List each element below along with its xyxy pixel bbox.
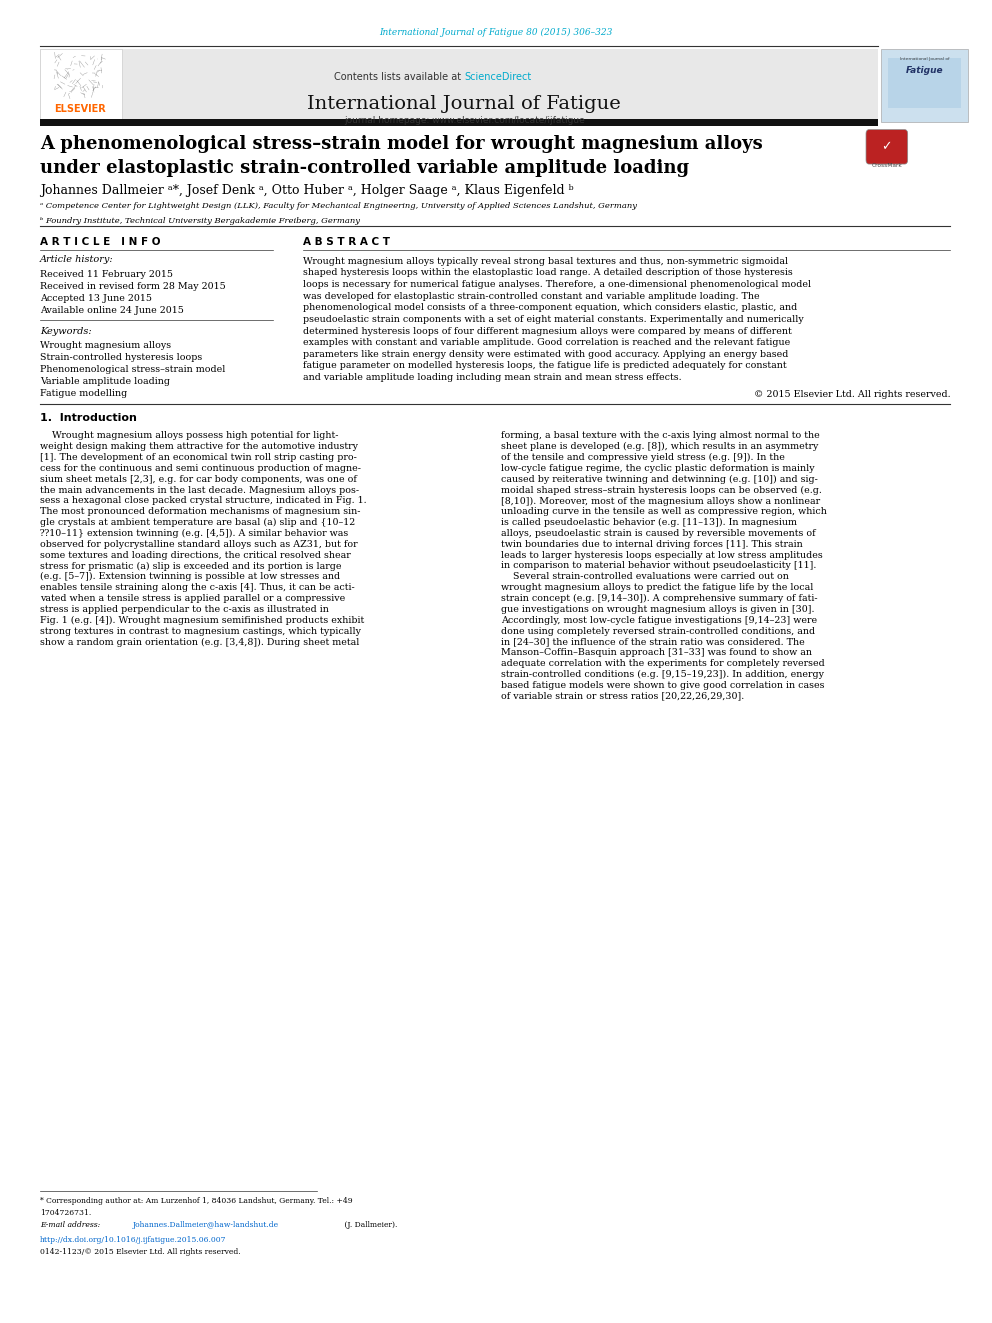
Text: show a random grain orientation (e.g. [3,4,8]). During sheet metal: show a random grain orientation (e.g. [3…: [40, 638, 359, 647]
Text: twin boundaries due to internal driving forces [11]. This strain: twin boundaries due to internal driving …: [501, 540, 803, 549]
Text: http://dx.doi.org/10.1016/j.ijfatigue.2015.06.007: http://dx.doi.org/10.1016/j.ijfatigue.20…: [40, 1236, 226, 1244]
Bar: [40, 49, 122, 122]
Text: CrossMark: CrossMark: [872, 163, 902, 168]
Text: Several strain-controlled evaluations were carried out on: Several strain-controlled evaluations we…: [501, 573, 789, 581]
Text: The most pronounced deformation mechanisms of magnesium sin-: The most pronounced deformation mechanis…: [40, 507, 360, 516]
Text: adequate correlation with the experiments for completely reversed: adequate correlation with the experiment…: [501, 659, 824, 668]
Text: Article history:: Article history:: [40, 255, 113, 265]
Text: International Journal of Fatigue: International Journal of Fatigue: [308, 95, 621, 114]
Text: phenomenological model consists of a three-component equation, which considers e: phenomenological model consists of a thr…: [303, 303, 797, 312]
Text: Keywords:: Keywords:: [40, 327, 91, 336]
Text: vated when a tensile stress is applied parallel or a compressive: vated when a tensile stress is applied p…: [40, 594, 345, 603]
Text: unloading curve in the tensile as well as compressive region, which: unloading curve in the tensile as well a…: [501, 507, 827, 516]
Text: Johannes Dallmeier ᵃ*, Josef Denk ᵃ, Otto Huber ᵃ, Holger Saage ᵃ, Klaus Eigenfe: Johannes Dallmeier ᵃ*, Josef Denk ᵃ, Ott…: [40, 184, 573, 197]
Text: and variable amplitude loading including mean strain and mean stress effects.: and variable amplitude loading including…: [303, 373, 682, 382]
Text: [1]. The development of an economical twin roll strip casting pro-: [1]. The development of an economical tw…: [40, 452, 356, 462]
Text: Variable amplitude loading: Variable amplitude loading: [40, 377, 170, 386]
Text: * Corresponding author at: Am Lurzenhof 1, 84036 Landshut, Germany. Tel.: +49: * Corresponding author at: Am Lurzenhof …: [40, 1197, 352, 1205]
Text: Received in revised form 28 May 2015: Received in revised form 28 May 2015: [40, 282, 225, 291]
Bar: [888, 58, 961, 108]
Text: ⁇10–11} extension twinning (e.g. [4,5]). A similar behavior was: ⁇10–11} extension twinning (e.g. [4,5]).…: [40, 529, 348, 538]
Text: Received 11 February 2015: Received 11 February 2015: [40, 270, 173, 279]
Text: strain concept (e.g. [9,14–30]). A comprehensive summary of fati-: strain concept (e.g. [9,14–30]). A compr…: [501, 594, 817, 603]
Text: strong textures in contrast to magnesium castings, which typically: strong textures in contrast to magnesium…: [40, 627, 361, 635]
Text: examples with constant and variable amplitude. Good correlation is reached and t: examples with constant and variable ampl…: [303, 339, 790, 347]
Text: loops is necessary for numerical fatigue analyses. Therefore, a one-dimensional : loops is necessary for numerical fatigue…: [303, 280, 810, 288]
Text: cess for the continuous and semi continuous production of magne-: cess for the continuous and semi continu…: [40, 464, 361, 472]
Text: gle crystals at ambient temperature are basal (a) slip and {10–12: gle crystals at ambient temperature are …: [40, 519, 355, 527]
Text: done using completely reversed strain-controlled conditions, and: done using completely reversed strain-co…: [501, 627, 815, 635]
Text: ᵃ Competence Center for Lightweight Design (LLK), Faculty for Mechanical Enginee: ᵃ Competence Center for Lightweight Desi…: [40, 202, 637, 210]
Text: Fatigue: Fatigue: [906, 66, 943, 75]
Text: the main advancements in the last decade. Magnesium alloys pos-: the main advancements in the last decade…: [40, 486, 359, 495]
Text: fatigue parameter on modelled hysteresis loops, the fatigue life is predicted ad: fatigue parameter on modelled hysteresis…: [303, 361, 787, 370]
Bar: [40, 119, 878, 126]
Text: stress for prismatic (a) slip is exceeded and its portion is large: stress for prismatic (a) slip is exceede…: [40, 561, 341, 570]
Text: Fatigue modelling: Fatigue modelling: [40, 389, 127, 398]
Text: © 2015 Elsevier Ltd. All rights reserved.: © 2015 Elsevier Ltd. All rights reserved…: [754, 390, 950, 400]
Text: Wrought magnesium alloys: Wrought magnesium alloys: [40, 341, 171, 351]
Text: wrought magnesium alloys to predict the fatigue life by the local: wrought magnesium alloys to predict the …: [501, 583, 813, 593]
Text: moidal shaped stress–strain hysteresis loops can be observed (e.g.: moidal shaped stress–strain hysteresis l…: [501, 486, 821, 495]
Text: Fig. 1 (e.g. [4]). Wrought magnesium semifinished products exhibit: Fig. 1 (e.g. [4]). Wrought magnesium sem…: [40, 615, 364, 624]
Text: forming, a basal texture with the c-axis lying almost normal to the: forming, a basal texture with the c-axis…: [501, 431, 819, 441]
Text: Available online 24 June 2015: Available online 24 June 2015: [40, 306, 184, 315]
Text: Wrought magnesium alloys typically reveal strong basal textures and thus, non-sy: Wrought magnesium alloys typically revea…: [303, 257, 788, 266]
Text: leads to larger hysteresis loops especially at low stress amplitudes: leads to larger hysteresis loops especia…: [501, 550, 822, 560]
Text: Accepted 13 June 2015: Accepted 13 June 2015: [40, 294, 152, 303]
Text: enables tensile straining along the c-axis [4]. Thus, it can be acti-: enables tensile straining along the c-ax…: [40, 583, 354, 593]
Text: determined hysteresis loops of four different magnesium alloys were compared by : determined hysteresis loops of four diff…: [303, 327, 792, 336]
Text: ᵇ Foundry Institute, Technical University Bergakademie Freiberg, Germany: ᵇ Foundry Institute, Technical Universit…: [40, 217, 360, 225]
Text: Wrought magnesium alloys possess high potential for light-: Wrought magnesium alloys possess high po…: [40, 431, 338, 441]
Text: some textures and loading directions, the critical resolved shear: some textures and loading directions, th…: [40, 550, 350, 560]
Text: E-mail address:: E-mail address:: [40, 1221, 102, 1229]
Text: stress is applied perpendicular to the c-axis as illustrated in: stress is applied perpendicular to the c…: [40, 605, 328, 614]
Text: observed for polycrystalline standard alloys such as AZ31, but for: observed for polycrystalline standard al…: [40, 540, 357, 549]
Text: [8,10]). Moreover, most of the magnesium alloys show a nonlinear: [8,10]). Moreover, most of the magnesium…: [501, 496, 820, 505]
Text: shaped hysteresis loops within the elastoplastic load range. A detailed descript: shaped hysteresis loops within the elast…: [303, 269, 793, 278]
Text: ScienceDirect: ScienceDirect: [464, 71, 532, 82]
Text: Contents lists available at: Contents lists available at: [334, 71, 464, 82]
Text: Accordingly, most low-cycle fatigue investigations [9,14–23] were: Accordingly, most low-cycle fatigue inve…: [501, 615, 817, 624]
Text: ✓: ✓: [882, 140, 892, 153]
Text: International Journal of Fatigue 80 (2015) 306–323: International Journal of Fatigue 80 (201…: [379, 28, 613, 37]
Text: 0142-1123/© 2015 Elsevier Ltd. All rights reserved.: 0142-1123/© 2015 Elsevier Ltd. All right…: [40, 1248, 240, 1256]
Bar: [40, 49, 878, 122]
Text: Strain-controlled hysteresis loops: Strain-controlled hysteresis loops: [40, 353, 202, 363]
Text: based fatigue models were shown to give good correlation in cases: based fatigue models were shown to give …: [501, 681, 824, 689]
Text: A R T I C L E   I N F O: A R T I C L E I N F O: [40, 237, 160, 247]
Text: journal homepage: www.elsevier.com/locate/ijfatigue: journal homepage: www.elsevier.com/locat…: [344, 116, 584, 126]
Text: in comparison to material behavior without pseudoelasticity [11].: in comparison to material behavior witho…: [501, 561, 816, 570]
Text: of variable strain or stress ratios [20,22,26,29,30].: of variable strain or stress ratios [20,…: [501, 692, 744, 701]
Text: of the tensile and compressive yield stress (e.g. [9]). In the: of the tensile and compressive yield str…: [501, 452, 785, 462]
Text: Manson–Coffin–Basquin approach [31–33] was found to show an: Manson–Coffin–Basquin approach [31–33] w…: [501, 648, 812, 658]
Text: was developed for elastoplastic strain-controlled constant and variable amplitud: was developed for elastoplastic strain-c…: [303, 291, 759, 300]
FancyBboxPatch shape: [866, 130, 908, 164]
Bar: [881, 49, 968, 122]
Text: Johannes.Dallmeier@haw-landshut.de: Johannes.Dallmeier@haw-landshut.de: [133, 1221, 279, 1229]
Text: in [24–30] the influence of the strain ratio was considered. The: in [24–30] the influence of the strain r…: [501, 638, 805, 647]
Text: sheet plane is developed (e.g. [8]), which results in an asymmetry: sheet plane is developed (e.g. [8]), whi…: [501, 442, 818, 451]
Text: 1.  Introduction: 1. Introduction: [40, 413, 137, 423]
Text: caused by reiterative twinning and detwinning (e.g. [10]) and sig-: caused by reiterative twinning and detwi…: [501, 475, 817, 484]
Text: sium sheet metals [2,3], e.g. for car body components, was one of: sium sheet metals [2,3], e.g. for car bo…: [40, 475, 356, 484]
Text: pseudoelastic strain components with a set of eight material constants. Experime: pseudoelastic strain components with a s…: [303, 315, 804, 324]
Text: parameters like strain energy density were estimated with good accuracy. Applyin: parameters like strain energy density we…: [303, 349, 788, 359]
Text: is called pseudoelastic behavior (e.g. [11–13]). In magnesium: is called pseudoelastic behavior (e.g. […: [501, 519, 797, 527]
Text: 1704726731.: 1704726731.: [40, 1209, 91, 1217]
Text: (e.g. [5–7]). Extension twinning is possible at low stresses and: (e.g. [5–7]). Extension twinning is poss…: [40, 573, 340, 581]
Text: weight design making them attractive for the automotive industry: weight design making them attractive for…: [40, 442, 358, 451]
Text: gue investigations on wrought magnesium alloys is given in [30].: gue investigations on wrought magnesium …: [501, 605, 814, 614]
Text: Phenomenological stress–strain model: Phenomenological stress–strain model: [40, 365, 225, 374]
Text: low-cycle fatigue regime, the cyclic plastic deformation is mainly: low-cycle fatigue regime, the cyclic pla…: [501, 464, 814, 472]
Text: ELSEVIER: ELSEVIER: [55, 103, 106, 114]
Text: (J. Dallmeier).: (J. Dallmeier).: [342, 1221, 398, 1229]
Text: International Journal of: International Journal of: [900, 57, 949, 61]
Text: A phenomenological stress–strain model for wrought magnesium alloys
under elasto: A phenomenological stress–strain model f…: [40, 135, 763, 176]
Text: strain-controlled conditions (e.g. [9,15–19,23]). In addition, energy: strain-controlled conditions (e.g. [9,15…: [501, 669, 824, 679]
Text: sess a hexagonal close packed crystal structure, indicated in Fig. 1.: sess a hexagonal close packed crystal st…: [40, 496, 366, 505]
Text: A B S T R A C T: A B S T R A C T: [303, 237, 390, 247]
Text: alloys, pseudoelastic strain is caused by reversible movements of: alloys, pseudoelastic strain is caused b…: [501, 529, 815, 538]
